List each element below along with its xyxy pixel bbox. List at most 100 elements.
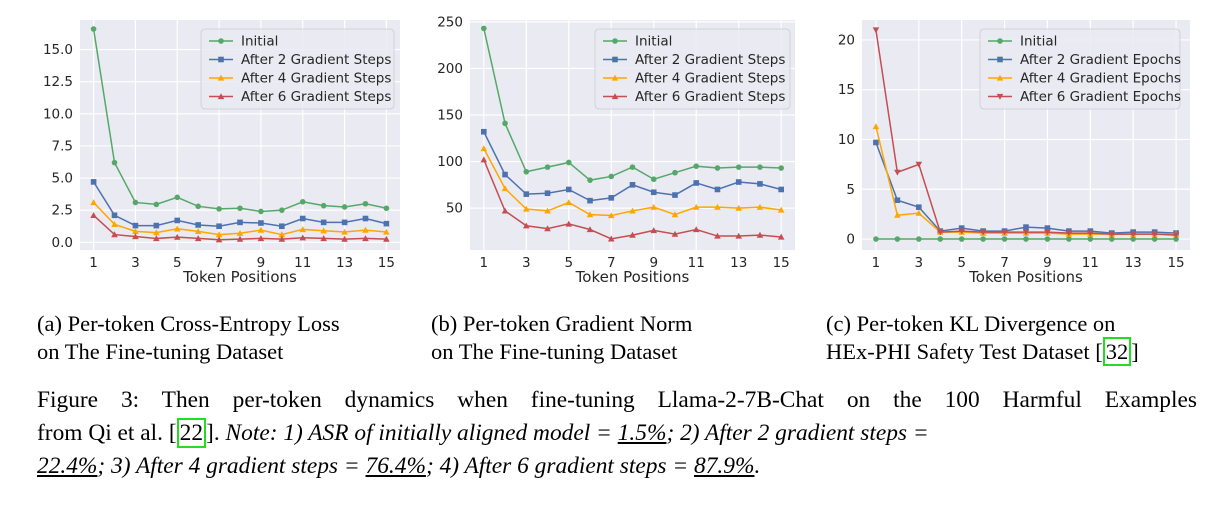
figure-caption-line2: from Qi et al. [22]. Note: 1) ASR of ini… (37, 417, 1197, 450)
data-point (1044, 236, 1051, 242)
legend-marker (997, 56, 1003, 63)
data-point (915, 209, 923, 216)
data-point (693, 163, 700, 169)
data-point (1173, 236, 1179, 242)
data-point (341, 235, 348, 242)
data-point (672, 169, 678, 176)
data-point (671, 230, 679, 237)
data-point (195, 203, 201, 210)
data-point (735, 204, 743, 211)
data-point (565, 186, 572, 193)
data-point (194, 235, 202, 242)
x-axis-label: Token Positions (575, 268, 690, 286)
legend-label: Initial (1020, 34, 1057, 50)
data-point (153, 222, 160, 229)
data-point (258, 208, 264, 215)
data-point (629, 231, 636, 238)
data-point (650, 176, 657, 183)
data-point (1087, 230, 1094, 237)
data-point (872, 27, 880, 34)
legend-label: After 2 Gradient Steps (241, 52, 391, 68)
data-point (936, 229, 944, 236)
data-point (522, 222, 530, 229)
data-point (1172, 232, 1180, 239)
y-tick-label: 100 (437, 154, 463, 170)
x-tick-label: 9 (1043, 255, 1052, 271)
x-tick-label: 1 (480, 255, 489, 271)
data-point (278, 231, 286, 238)
x-tick-label: 9 (649, 255, 658, 271)
data-point (1022, 229, 1030, 236)
x-tick-label: 9 (257, 255, 266, 271)
legend-label: Initial (241, 34, 278, 50)
y-tick-label: 250 (437, 14, 463, 30)
x-tick-label: 1 (89, 255, 98, 271)
data-point (608, 173, 615, 180)
data-point (362, 200, 369, 207)
y-tick-label: 0 (846, 232, 855, 248)
data-point (980, 236, 986, 242)
data-point (714, 203, 721, 210)
citation-link-32[interactable]: 32 (1102, 337, 1132, 366)
figure-label: Figure 3: (37, 387, 140, 413)
data-point (872, 123, 880, 130)
subcaption-b: (b) Per-token Gradient Norm on The Fine-… (431, 310, 692, 366)
series-after-4-gradient-steps (480, 145, 785, 219)
y-tick-label: 2.5 (52, 203, 73, 219)
legend-label: After 2 Gradient Steps (635, 52, 785, 68)
data-point (650, 227, 658, 234)
data-point (153, 235, 160, 242)
x-tick-label: 11 (688, 255, 705, 271)
data-point (502, 171, 508, 178)
x-tick-label: 5 (173, 255, 182, 271)
legend-label: After 2 Gradient Epochs (1020, 52, 1181, 68)
x-tick-label: 11 (294, 255, 311, 271)
y-tick-label: 15.0 (43, 42, 73, 58)
legend-marker (611, 93, 619, 100)
x-tick-label: 15 (378, 255, 395, 271)
data-point (672, 192, 678, 198)
data-point (215, 236, 223, 243)
data-point (916, 236, 922, 242)
subcaption-c-line2-text: HEx-PHI Safety Test Dataset [ (826, 339, 1103, 364)
figure-caption-text2-post: ]. (206, 420, 226, 446)
subcaption-b-line2: on The Fine-tuning Dataset (431, 339, 678, 364)
data-point (937, 236, 944, 242)
data-point (873, 139, 879, 146)
series-after-4-gradient-steps (90, 199, 390, 238)
x-axis-label: Token Positions (968, 268, 1083, 286)
asr-initial: 1.5% (617, 420, 667, 446)
citation-link-22[interactable]: 22 (176, 418, 207, 448)
y-tick-label: 50 (446, 201, 463, 217)
data-point (778, 186, 784, 193)
data-point (383, 228, 390, 235)
data-point (341, 228, 348, 235)
data-point (481, 128, 487, 135)
x-axis-label: Token Positions (182, 268, 297, 286)
data-point (258, 220, 264, 226)
data-point (132, 199, 139, 206)
y-tick-label: 5 (846, 182, 855, 198)
series-initial (873, 236, 1179, 242)
data-point (523, 168, 530, 175)
data-point (544, 207, 551, 214)
data-point (1066, 236, 1072, 242)
data-point (607, 235, 615, 242)
asr-6-steps: 87.9% (694, 453, 755, 479)
data-point (299, 234, 307, 241)
x-tick-label: 5 (564, 255, 573, 271)
y-tick-label: 10.0 (43, 106, 73, 122)
x-tick-label: 7 (215, 255, 224, 271)
data-point (894, 169, 901, 176)
data-point (362, 235, 369, 242)
subcaption-c-close: ] (1131, 339, 1139, 364)
data-point (756, 203, 764, 210)
data-point (257, 226, 265, 233)
data-point (714, 232, 721, 239)
data-point (958, 236, 965, 242)
data-point (174, 194, 181, 201)
y-tick-label: 200 (437, 61, 463, 77)
data-point (565, 220, 573, 227)
data-point (111, 221, 118, 227)
data-point (735, 179, 742, 185)
